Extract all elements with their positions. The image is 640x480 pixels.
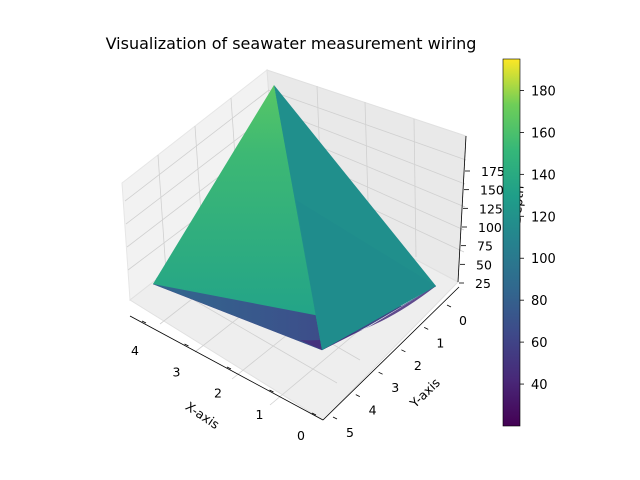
y-tick-mark (332, 416, 338, 420)
colorbar-tick-label: 80 (531, 294, 548, 309)
z-tick-label: 150 (480, 183, 504, 198)
y-tick-mark (424, 327, 429, 330)
y-tick-mark (378, 371, 383, 375)
z-tick-label: 125 (479, 201, 503, 216)
surface (152, 85, 437, 351)
y-tick-label: 5 (346, 425, 354, 440)
colorbar: 40 60 80 100 120 140 160 180 (502, 58, 556, 427)
surface-underside-dark (300, 286, 436, 350)
z-tick-label: 175 (481, 164, 505, 179)
colorbar-tick-label: 120 (531, 210, 556, 225)
y-tick-label: 0 (459, 313, 467, 328)
colorbar-tick-label: 160 (531, 126, 556, 141)
z-tick-label: 50 (476, 257, 492, 272)
colorbar-tick-label: 60 (531, 336, 548, 351)
y-tick-mark (401, 349, 406, 353)
z-axis-line (457, 135, 467, 283)
y-tick-mark (446, 304, 452, 308)
x-axis-line (129, 315, 324, 421)
x-tick-mark (141, 320, 147, 324)
chart-title: Visualization of seawater measurement wi… (106, 34, 477, 53)
y-tick-label: 1 (436, 335, 444, 350)
x-tick-label: 2 (214, 386, 222, 401)
x-tick-mark (311, 412, 317, 416)
surface-right-shade (296, 200, 436, 350)
surface-left-face (153, 85, 320, 316)
y-tick-label: 4 (369, 403, 377, 418)
colorbar-tick-label: 40 (531, 378, 548, 393)
colorbar-gradient (502, 58, 521, 427)
y-tick-label: 2 (414, 358, 422, 373)
z-tick-label: 75 (477, 239, 493, 254)
x-tick-label: 4 (131, 343, 139, 358)
y-tick-label: 3 (391, 380, 399, 395)
x-tick-mark (226, 366, 232, 370)
colorbar-tick-label: 100 (531, 252, 556, 267)
x-tick-label: 0 (297, 428, 305, 443)
colorbar-tick-label: 140 (531, 168, 556, 183)
x-tick-label: 3 (173, 364, 181, 379)
x-tick-label: 1 (256, 407, 264, 422)
z-tick-label: 100 (478, 220, 502, 235)
x-tick-mark (269, 389, 274, 393)
x-axis-label: X-axis (183, 399, 222, 432)
colorbar-tick-label: 180 (531, 84, 556, 99)
y-tick-mark (355, 394, 360, 397)
z-tick-label: 25 (475, 276, 491, 291)
y-axis-line (322, 286, 460, 421)
x-tick-mark (184, 343, 189, 347)
y-axis-label: Y-axis (406, 375, 443, 411)
